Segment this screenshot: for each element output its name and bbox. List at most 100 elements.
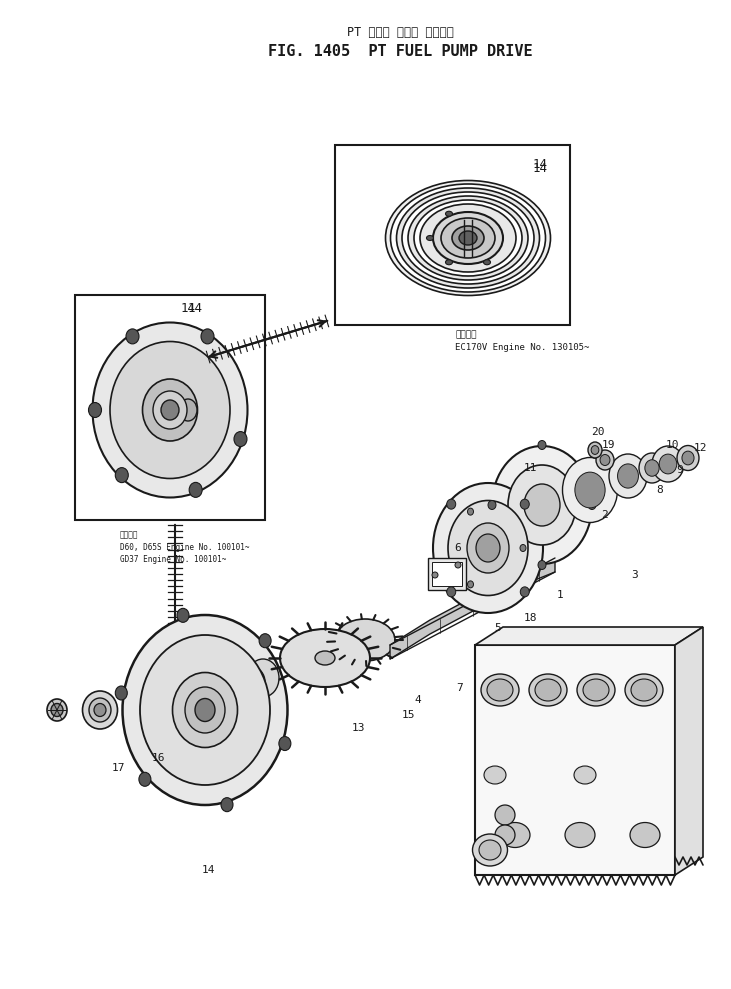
Ellipse shape — [538, 561, 546, 570]
Ellipse shape — [396, 188, 539, 288]
Ellipse shape — [89, 698, 111, 722]
Ellipse shape — [232, 674, 252, 697]
Text: 適用番号: 適用番号 — [120, 530, 138, 540]
Text: 17: 17 — [111, 763, 125, 773]
Text: 9: 9 — [677, 465, 683, 475]
Ellipse shape — [468, 581, 474, 587]
Text: 13: 13 — [352, 723, 365, 733]
Ellipse shape — [459, 231, 477, 245]
Ellipse shape — [652, 446, 684, 482]
Ellipse shape — [495, 825, 515, 845]
Text: 11: 11 — [523, 463, 537, 473]
Ellipse shape — [279, 737, 291, 751]
Text: 10: 10 — [665, 440, 679, 450]
Ellipse shape — [562, 458, 618, 522]
Ellipse shape — [110, 341, 230, 479]
Polygon shape — [675, 627, 703, 875]
Ellipse shape — [433, 483, 543, 613]
Text: 4: 4 — [414, 695, 421, 705]
Ellipse shape — [414, 200, 522, 276]
Ellipse shape — [467, 523, 509, 573]
Text: 14: 14 — [187, 302, 202, 315]
Ellipse shape — [574, 766, 596, 784]
Ellipse shape — [483, 260, 491, 265]
Ellipse shape — [153, 391, 187, 429]
Ellipse shape — [631, 679, 657, 701]
Text: D60, D65S Engine No. 100101~: D60, D65S Engine No. 100101~ — [120, 544, 249, 553]
Ellipse shape — [447, 499, 455, 509]
Ellipse shape — [577, 674, 615, 706]
Text: 12: 12 — [693, 443, 707, 453]
Ellipse shape — [583, 679, 609, 701]
Ellipse shape — [185, 687, 225, 733]
Text: 19: 19 — [602, 440, 615, 450]
Ellipse shape — [484, 766, 506, 784]
Ellipse shape — [161, 400, 179, 420]
Ellipse shape — [280, 629, 370, 687]
Ellipse shape — [94, 703, 106, 716]
Polygon shape — [390, 558, 555, 659]
Ellipse shape — [221, 798, 233, 812]
Ellipse shape — [189, 483, 202, 497]
Ellipse shape — [259, 634, 271, 648]
Bar — [475, 645, 675, 875]
Ellipse shape — [179, 399, 197, 421]
Ellipse shape — [596, 450, 614, 470]
Ellipse shape — [630, 823, 660, 848]
Ellipse shape — [520, 586, 529, 596]
Text: 14: 14 — [201, 865, 215, 875]
Ellipse shape — [575, 472, 605, 508]
Ellipse shape — [682, 451, 694, 465]
Ellipse shape — [481, 674, 519, 706]
Ellipse shape — [520, 545, 526, 552]
Text: 8: 8 — [656, 485, 663, 495]
Text: 18: 18 — [523, 613, 537, 623]
Ellipse shape — [618, 464, 638, 489]
Ellipse shape — [390, 184, 545, 292]
Ellipse shape — [115, 686, 127, 700]
Ellipse shape — [529, 674, 567, 706]
Text: 14: 14 — [532, 161, 548, 174]
Ellipse shape — [488, 500, 496, 509]
Ellipse shape — [123, 615, 287, 805]
Ellipse shape — [177, 608, 189, 622]
Ellipse shape — [195, 698, 215, 722]
Ellipse shape — [432, 572, 438, 578]
Ellipse shape — [247, 659, 279, 697]
Ellipse shape — [335, 619, 395, 661]
Text: 6: 6 — [455, 543, 461, 553]
Text: 1: 1 — [556, 590, 564, 600]
Ellipse shape — [677, 445, 699, 471]
Text: 20: 20 — [591, 427, 605, 437]
Ellipse shape — [508, 465, 576, 545]
Ellipse shape — [385, 181, 550, 296]
Ellipse shape — [448, 500, 528, 595]
Ellipse shape — [408, 196, 528, 280]
Ellipse shape — [315, 651, 335, 665]
Ellipse shape — [468, 508, 474, 515]
Text: 15: 15 — [401, 710, 414, 720]
Text: EC170V Engine No. 130105~: EC170V Engine No. 130105~ — [455, 343, 589, 352]
Ellipse shape — [520, 499, 529, 509]
Ellipse shape — [591, 446, 599, 454]
Text: 適用番号: 適用番号 — [455, 330, 477, 339]
Ellipse shape — [115, 468, 129, 483]
Ellipse shape — [524, 484, 560, 526]
Ellipse shape — [452, 226, 484, 250]
Text: FIG. 1405  PT FUEL PUMP DRIVE: FIG. 1405 PT FUEL PUMP DRIVE — [268, 45, 532, 59]
Bar — [335, 145, 570, 325]
Ellipse shape — [600, 455, 610, 466]
Ellipse shape — [51, 703, 63, 716]
Text: 5: 5 — [495, 623, 501, 633]
Ellipse shape — [201, 329, 214, 344]
Ellipse shape — [47, 699, 67, 721]
Ellipse shape — [588, 500, 596, 509]
Ellipse shape — [495, 805, 515, 825]
Ellipse shape — [479, 840, 501, 860]
Ellipse shape — [445, 212, 452, 217]
Text: 7: 7 — [457, 683, 463, 693]
Ellipse shape — [433, 212, 503, 264]
Ellipse shape — [455, 562, 461, 568]
Ellipse shape — [639, 453, 665, 483]
Ellipse shape — [445, 260, 452, 265]
